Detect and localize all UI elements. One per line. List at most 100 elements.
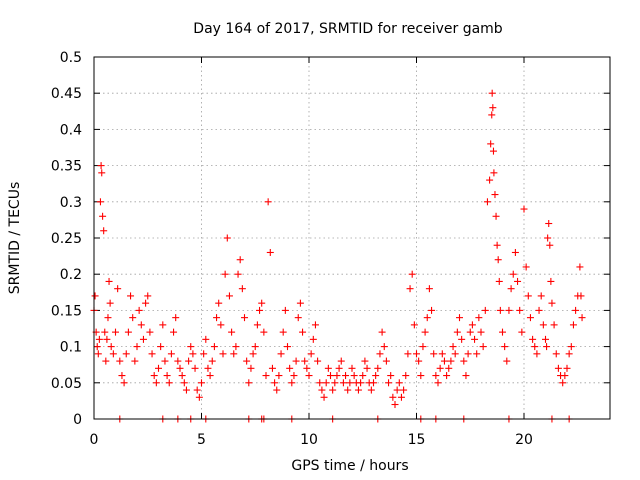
- x-tick-label: 20: [515, 432, 533, 448]
- data-point: [363, 364, 371, 372]
- data-point: [294, 314, 302, 322]
- data-point: [425, 285, 433, 293]
- data-point: [232, 343, 240, 351]
- data-point: [552, 350, 560, 358]
- data-point: [314, 357, 322, 365]
- data-point: [234, 270, 242, 278]
- data-point: [563, 364, 571, 372]
- data-point: [284, 343, 291, 351]
- data-point: [91, 292, 99, 300]
- data-point: [208, 357, 216, 365]
- y-tick-label: 0.3: [60, 195, 82, 211]
- data-point: [367, 386, 375, 394]
- data-point: [98, 169, 106, 177]
- data-point: [537, 292, 545, 300]
- data-point: [144, 292, 152, 300]
- data-point: [155, 364, 162, 372]
- data-point: [487, 140, 495, 148]
- data-point: [102, 357, 110, 365]
- data-point: [152, 379, 160, 387]
- data-point: [342, 372, 350, 380]
- data-point: [243, 357, 251, 365]
- y-tick-label: 0.2: [60, 267, 82, 283]
- data-point: [408, 270, 416, 278]
- data-point: [97, 162, 105, 170]
- data-point: [198, 379, 205, 387]
- data-point: [133, 343, 141, 351]
- data-point: [182, 386, 190, 394]
- data-point: [249, 350, 257, 358]
- data-point: [241, 314, 248, 322]
- data-point: [167, 350, 175, 358]
- data-point: [327, 372, 334, 380]
- data-point: [361, 357, 369, 365]
- data-point: [346, 379, 354, 387]
- data-point: [393, 386, 401, 394]
- x-tick-label: 10: [300, 432, 318, 448]
- data-point: [374, 364, 382, 372]
- data-point: [348, 364, 356, 372]
- data-point: [518, 328, 526, 336]
- data-point: [101, 328, 109, 336]
- data-point: [163, 372, 171, 380]
- data-point: [404, 350, 412, 358]
- data-point: [195, 393, 203, 401]
- data-point: [311, 321, 319, 329]
- data-point: [458, 335, 466, 343]
- data-point: [389, 393, 397, 401]
- data-point: [318, 386, 326, 394]
- data-point: [344, 386, 352, 394]
- data-point: [213, 314, 221, 322]
- data-point: [350, 372, 358, 380]
- data-point: [105, 277, 113, 285]
- data-point: [545, 220, 553, 228]
- x-tick-label: 5: [197, 432, 206, 448]
- data-point: [107, 343, 115, 351]
- data-point: [492, 212, 500, 220]
- data-point: [245, 379, 253, 387]
- data-point: [542, 335, 549, 343]
- data-point: [421, 328, 429, 336]
- data-point: [148, 350, 156, 358]
- data-point: [378, 328, 386, 336]
- data-point: [359, 372, 367, 380]
- data-point: [503, 357, 511, 365]
- data-point: [103, 335, 111, 343]
- data-point: [382, 357, 390, 365]
- data-point: [279, 328, 287, 336]
- data-point: [410, 321, 418, 329]
- data-point: [443, 372, 451, 380]
- data-point: [135, 306, 143, 314]
- data-point: [402, 372, 410, 380]
- data-point: [468, 321, 476, 329]
- data-point: [124, 328, 132, 336]
- data-point: [322, 379, 330, 387]
- data-point: [106, 299, 114, 307]
- data-point: [204, 364, 212, 372]
- data-point: [236, 256, 244, 264]
- data-point: [464, 350, 472, 358]
- data-point: [296, 299, 304, 307]
- data-point: [206, 372, 214, 380]
- data-point: [335, 364, 343, 372]
- data-point: [539, 321, 547, 329]
- data-point: [159, 321, 167, 329]
- data-point: [339, 379, 347, 387]
- data-point: [475, 314, 483, 322]
- data-point: [432, 372, 440, 380]
- x-tick-label: 15: [408, 432, 426, 448]
- data-point: [522, 263, 530, 271]
- data-point: [531, 343, 539, 351]
- x-axis-label: GPS time / hours: [291, 458, 408, 474]
- data-point: [505, 306, 513, 314]
- data-point: [466, 328, 474, 336]
- y-tick-label: 0.45: [51, 86, 82, 102]
- data-point: [543, 343, 551, 351]
- data-point: [524, 292, 532, 300]
- data-point: [253, 321, 261, 329]
- data-point: [577, 292, 585, 300]
- y-tick-label: 0.35: [51, 159, 82, 175]
- data-point: [95, 335, 103, 343]
- data-point: [219, 350, 227, 358]
- data-point: [406, 285, 414, 293]
